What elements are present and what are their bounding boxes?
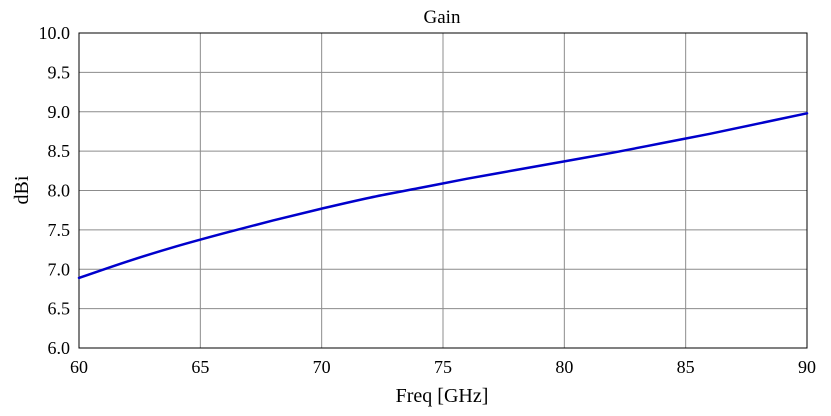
y-tick-label: 8.0 [48, 181, 71, 201]
x-axis-label: Freq [GHz] [396, 385, 489, 407]
y-tick-label: 6.5 [48, 299, 71, 319]
chart-title: Gain [424, 7, 461, 28]
y-axis-label: dBi [11, 175, 33, 204]
x-tick-label: 60 [70, 357, 88, 377]
y-tick-label: 7.5 [48, 220, 71, 240]
plot-area [78, 32, 808, 349]
y-tick-label: 10.0 [39, 23, 71, 43]
y-tick-label: 6.0 [48, 338, 71, 358]
x-tick-label: 70 [313, 357, 331, 377]
x-tick-label: 80 [555, 357, 573, 377]
y-tick-label: 7.0 [48, 259, 71, 279]
x-tick-label: 90 [798, 357, 816, 377]
x-tick-label: 85 [677, 357, 695, 377]
y-tick-label: 8.5 [48, 141, 71, 161]
x-tick-labels: 60 65 70 75 80 85 90 [70, 357, 816, 377]
x-tick-label: 75 [434, 357, 452, 377]
x-tick-label: 65 [191, 357, 209, 377]
y-tick-labels: 6.0 6.5 7.0 7.5 8.0 8.5 9.0 9.5 10.0 [39, 23, 71, 358]
series-layer [77, 112, 809, 280]
y-tick-label: 9.5 [48, 62, 71, 82]
grid [78, 32, 808, 349]
y-tick-label: 9.0 [48, 102, 71, 122]
gain-series-line [77, 112, 809, 280]
